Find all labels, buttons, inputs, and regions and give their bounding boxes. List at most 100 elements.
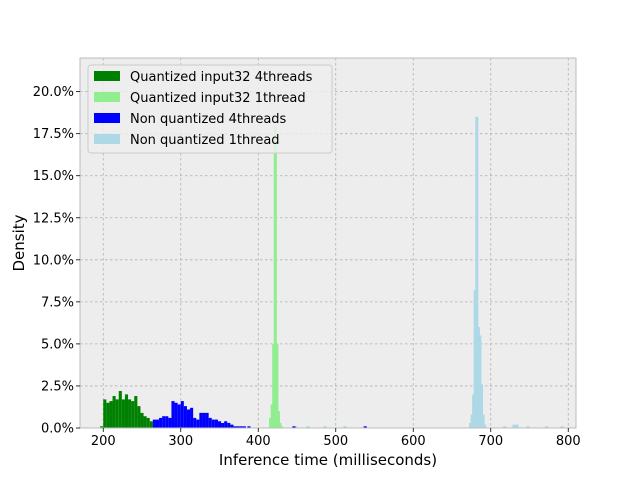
histogram-bar — [242, 426, 246, 428]
histogram-bar — [183, 406, 187, 428]
histogram-bar — [162, 416, 166, 428]
histogram-bar — [186, 409, 191, 428]
histogram-bar — [236, 426, 240, 428]
histogram-bar — [208, 417, 212, 428]
histogram-bar — [190, 407, 194, 428]
histogram-bar — [343, 426, 347, 428]
legend-label: Quantized input32 1thread — [130, 91, 306, 106]
histogram-bar — [515, 424, 519, 428]
histogram-bar — [217, 421, 222, 428]
histogram-bar — [526, 426, 530, 428]
histogram-bar — [140, 412, 144, 428]
y-tick-label: 10.0% — [33, 253, 74, 268]
histogram-bar — [278, 422, 282, 428]
histogram-bar — [275, 343, 279, 428]
y-axis-ticks: 0.0% 2.5% 5.0% 7.5% 10.0% 12.5% 15.0% 17.5% 20.0… — [33, 85, 80, 437]
histogram-bar — [118, 391, 122, 428]
histogram-bar — [152, 419, 156, 428]
histogram-bars — [100, 116, 564, 428]
histogram-bar — [199, 412, 203, 428]
legend-swatch — [94, 113, 120, 123]
histogram-bar — [227, 422, 231, 428]
histogram-bar — [100, 426, 104, 428]
histogram-bar — [512, 424, 516, 428]
y-tick-label: 5.0% — [41, 337, 74, 352]
histogram-bar — [279, 426, 284, 428]
x-tick-label: 500 — [323, 434, 348, 449]
histogram-bar — [211, 419, 215, 428]
y-tick-label: 7.5% — [41, 295, 74, 310]
histogram-bar — [115, 399, 119, 428]
histogram-bar — [202, 412, 206, 428]
histogram-bar — [121, 399, 125, 428]
histogram-bar — [306, 426, 310, 428]
y-axis-title: Density — [10, 214, 28, 271]
y-tick-label: 12.5% — [33, 211, 74, 226]
legend-frame — [87, 64, 333, 154]
histogram-bar — [479, 384, 483, 428]
x-tick-label: 600 — [401, 434, 426, 449]
histogram-bar — [469, 422, 473, 428]
histogram-bar — [180, 401, 184, 428]
x-axis-ticks: 200 300 400 500 600 700 800 — [91, 428, 581, 449]
histogram-bar — [239, 426, 243, 428]
histogram-bar — [230, 424, 234, 428]
histogram-bar — [165, 416, 169, 428]
histogram-bar — [233, 426, 237, 428]
y-tick-label: 0.0% — [41, 422, 74, 437]
histogram-bar — [363, 426, 367, 428]
histogram-bar — [177, 404, 181, 428]
histogram-bar — [106, 402, 110, 428]
histogram-bar — [128, 399, 132, 428]
y-tick-label: 20.0% — [33, 85, 74, 100]
legend-swatch — [94, 134, 120, 144]
x-tick-label: 800 — [556, 434, 581, 449]
histogram-bar — [475, 116, 479, 428]
x-tick-label: 200 — [91, 434, 116, 449]
histogram-bar — [131, 401, 135, 428]
y-tick-label: 17.5% — [33, 127, 74, 142]
legend-swatch — [94, 92, 120, 102]
histogram-bar — [560, 426, 564, 428]
histogram-bar — [545, 426, 549, 428]
histogram-bar — [109, 401, 113, 428]
histogram-bar — [112, 396, 116, 428]
histogram-bar — [476, 327, 480, 428]
histogram-bar — [134, 396, 138, 428]
legend: Quantized input32 4threads Quantized inpu… — [87, 64, 333, 154]
y-tick-label: 2.5% — [41, 379, 74, 394]
histogram-bar — [224, 421, 228, 428]
histogram-bar — [155, 419, 160, 428]
histogram-bar — [292, 426, 296, 428]
legend-label: Non quantized 1thread — [130, 133, 280, 148]
histogram-bar — [174, 402, 178, 428]
x-tick-label: 400 — [246, 434, 271, 449]
histogram-bar — [478, 335, 482, 428]
x-tick-label: 700 — [478, 434, 503, 449]
histogram-bar — [196, 419, 200, 428]
histogram-bar — [214, 419, 218, 428]
histogram-bar — [124, 394, 129, 428]
histogram-bar — [103, 399, 107, 428]
histogram-bar — [143, 416, 147, 428]
histogram-bar — [193, 417, 197, 428]
legend-swatch — [94, 71, 120, 81]
legend-label: Quantized input32 4threads — [130, 70, 313, 85]
histogram-bar — [247, 426, 251, 428]
histogram-bar — [149, 421, 153, 428]
histogram-bar — [168, 417, 172, 428]
series-4-bars — [469, 116, 564, 428]
histogram-bar — [481, 414, 485, 428]
histogram-bar — [273, 125, 277, 428]
histogram-bar — [503, 426, 507, 428]
histogram-bar — [146, 417, 150, 428]
histogram-bar — [276, 411, 280, 428]
histogram-bar — [205, 412, 209, 428]
histogram-bar — [483, 424, 487, 428]
series-3-bars — [152, 401, 367, 428]
histogram-bar — [171, 401, 175, 428]
x-axis-title: Inference time (milliseconds) — [219, 451, 437, 469]
histogram-bar — [221, 422, 225, 428]
histogram-bar — [323, 426, 327, 428]
